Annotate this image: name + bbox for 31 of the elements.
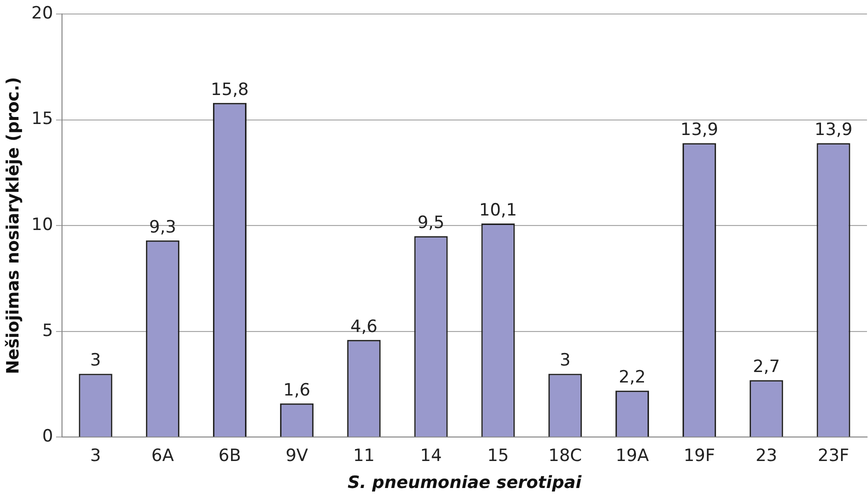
x-tick-label: 3	[90, 446, 101, 466]
x-tick-label: 23	[756, 446, 778, 466]
data-label: 9,5	[417, 213, 444, 234]
x-tick-label: 14	[420, 446, 442, 466]
x-tick-label: 18C	[548, 446, 582, 466]
data-label: 3	[90, 350, 101, 371]
y-tick-label: 20	[31, 3, 54, 24]
x-tick-label: 6B	[218, 446, 241, 466]
data-label: 15,8	[210, 80, 249, 100]
x-tick-label: 15	[487, 446, 509, 466]
data-label: 2,2	[618, 368, 646, 388]
data-label: 1,6	[283, 380, 310, 400]
x-tick-label: 23F	[818, 446, 850, 466]
y-tick-label: 15	[31, 109, 54, 130]
data-label: 13,9	[814, 120, 852, 140]
data-label: 10,1	[479, 200, 517, 220]
data-label: 13,9	[680, 120, 718, 140]
data-label: 2,7	[752, 356, 780, 377]
x-tick-label: 9V	[286, 446, 308, 466]
x-tick-label: 19A	[616, 446, 650, 466]
y-tick-label: 10	[31, 215, 54, 236]
y-tick-label: 5	[42, 320, 54, 341]
data-label: 9,3	[149, 217, 176, 238]
x-tick-label: 6A	[151, 446, 174, 466]
x-axis-title: S. pneumoniae serotipai	[348, 473, 583, 494]
y-tick-label: 0	[42, 426, 54, 447]
x-tick-label: 11	[353, 446, 375, 466]
data-label: 4,6	[350, 316, 378, 337]
x-tick-label: 19F	[684, 446, 716, 466]
data-label: 3	[560, 350, 571, 371]
y-axis-title: Nešiojimas nosiaryklėje (proc.)	[4, 77, 24, 374]
